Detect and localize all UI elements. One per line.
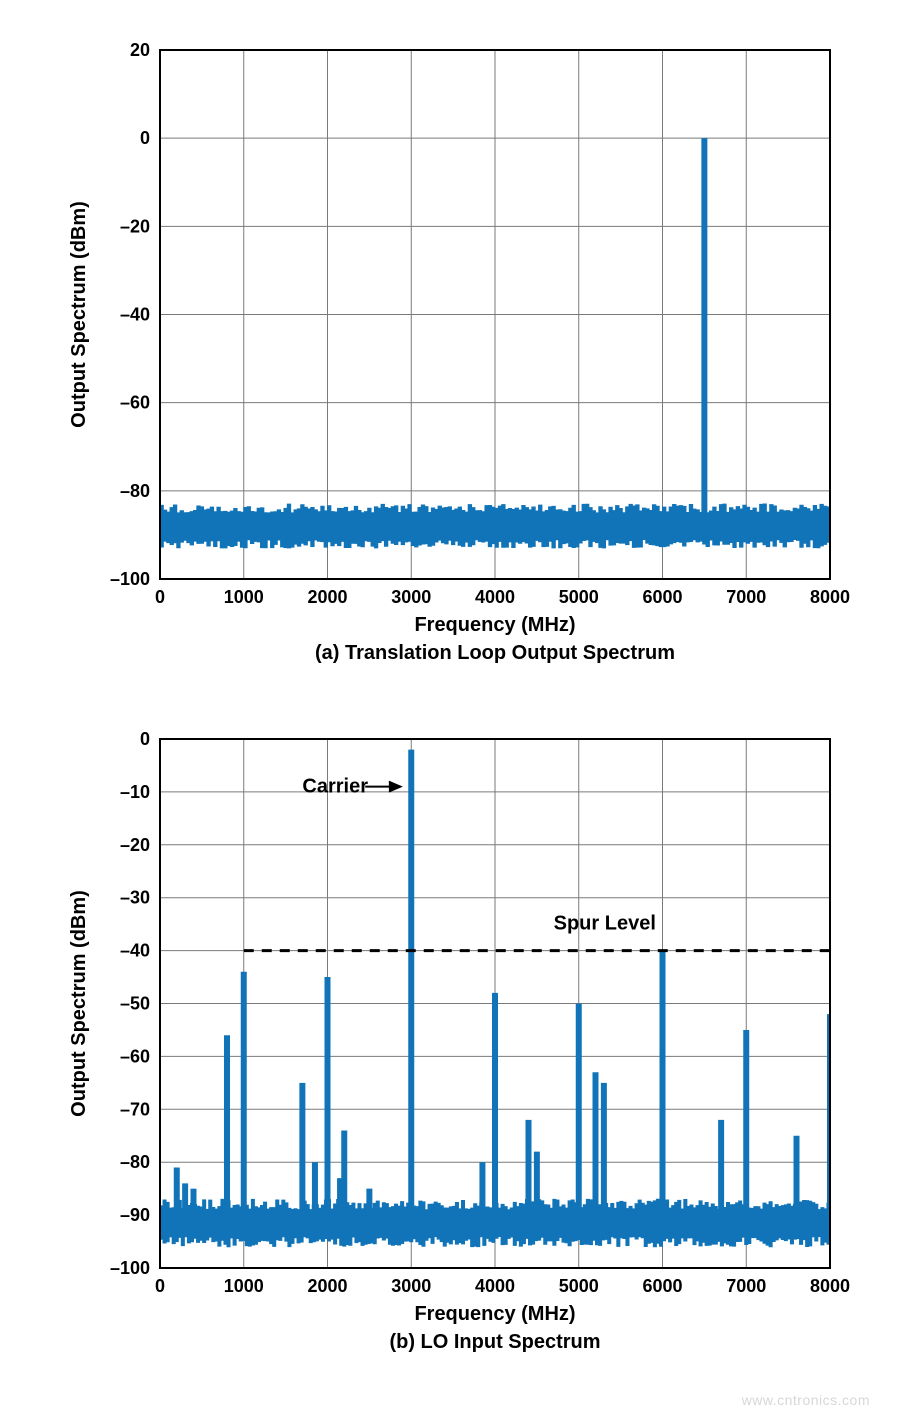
svg-text:4000: 4000 xyxy=(475,1276,515,1296)
svg-text:–80: –80 xyxy=(120,481,150,501)
svg-text:–10: –10 xyxy=(120,782,150,802)
svg-text:Frequency (MHz): Frequency (MHz) xyxy=(414,614,575,636)
svg-text:Spur Level: Spur Level xyxy=(554,912,656,934)
svg-text:–90: –90 xyxy=(120,1205,150,1225)
svg-text:4000: 4000 xyxy=(475,587,515,607)
svg-text:–20: –20 xyxy=(120,216,150,236)
chart-b: 010002000300040005000600070008000–100–90… xyxy=(50,719,850,1358)
svg-text:–70: –70 xyxy=(120,1099,150,1119)
svg-text:Carrier: Carrier xyxy=(302,776,368,798)
svg-text:0: 0 xyxy=(140,729,150,749)
svg-text:7000: 7000 xyxy=(726,1276,766,1296)
svg-text:5000: 5000 xyxy=(559,587,599,607)
watermark: www.cntronics.com xyxy=(742,1392,870,1408)
svg-text:1000: 1000 xyxy=(224,1276,264,1296)
svg-text:0: 0 xyxy=(155,587,165,607)
svg-text:–80: –80 xyxy=(120,1152,150,1172)
svg-text:(b) LO Input Spectrum: (b) LO Input Spectrum xyxy=(389,1331,600,1353)
svg-text:–50: –50 xyxy=(120,994,150,1014)
svg-text:–100: –100 xyxy=(110,1258,150,1278)
svg-text:0: 0 xyxy=(140,128,150,148)
chart-a-holder: 0 1000 2000 3000 4000 5000 6000 7000 8000 –100 –80… xyxy=(50,30,850,669)
svg-text:20: 20 xyxy=(130,40,150,60)
svg-text:–40: –40 xyxy=(120,941,150,961)
chart-b-holder: 010002000300040005000600070008000–100–90… xyxy=(50,719,850,1358)
svg-text:6000: 6000 xyxy=(642,587,682,607)
svg-text:Output Spectrum (dBm): Output Spectrum (dBm) xyxy=(68,890,90,1117)
svg-text:–100: –100 xyxy=(110,569,150,589)
chart-a: 0 1000 2000 3000 4000 5000 6000 7000 8000 –100 –80… xyxy=(50,30,850,669)
svg-text:–20: –20 xyxy=(120,835,150,855)
svg-text:–60: –60 xyxy=(120,393,150,413)
svg-text:Frequency (MHz): Frequency (MHz) xyxy=(414,1303,575,1325)
svg-text:–30: –30 xyxy=(120,888,150,908)
svg-text:3000: 3000 xyxy=(391,1276,431,1296)
svg-text:8000: 8000 xyxy=(810,587,850,607)
svg-text:7000: 7000 xyxy=(726,587,766,607)
svg-text:6000: 6000 xyxy=(642,1276,682,1296)
svg-text:1000: 1000 xyxy=(224,587,264,607)
svg-text:8000: 8000 xyxy=(810,1276,850,1296)
svg-text:3000: 3000 xyxy=(391,587,431,607)
svg-text:Output Spectrum (dBm): Output Spectrum (dBm) xyxy=(68,201,90,428)
svg-text:(a) Translation Loop Output Sp: (a) Translation Loop Output Spectrum xyxy=(315,642,675,664)
svg-text:0: 0 xyxy=(155,1276,165,1296)
svg-text:2000: 2000 xyxy=(307,1276,347,1296)
svg-text:–40: –40 xyxy=(120,305,150,325)
svg-text:5000: 5000 xyxy=(559,1276,599,1296)
svg-text:2000: 2000 xyxy=(307,587,347,607)
svg-text:–60: –60 xyxy=(120,1046,150,1066)
page: 010002000300040005000600070008000–100–80… xyxy=(0,0,900,1418)
